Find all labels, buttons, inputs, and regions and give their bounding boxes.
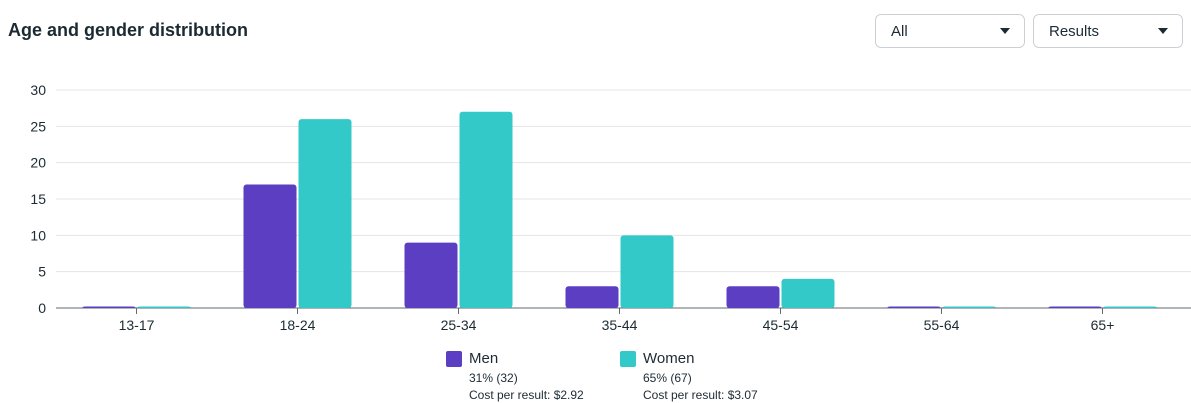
bar-women-55-64[interactable]: [942, 306, 996, 309]
legend-swatch-women: [620, 351, 636, 367]
bar-chart: 0 5 10 15 20 25 30 13-17 18-24 25-34 35-44 45-54 55…: [30, 82, 1191, 333]
caret-down-icon: [1158, 28, 1168, 34]
legend-cost-women: Cost per result: $3.07: [643, 388, 758, 402]
bar-men-45-54[interactable]: [726, 286, 780, 308]
legend-label-women: Women: [643, 350, 695, 367]
bar-women-13-17[interactable]: [137, 306, 191, 309]
bar-men-65+[interactable]: [1048, 306, 1102, 309]
x-tick-label: 18-24: [280, 317, 316, 333]
bar-men-18-24[interactable]: [243, 184, 297, 308]
bar-men-55-64[interactable]: [887, 306, 941, 309]
x-axis-ticks: 13-17 18-24 25-34 35-44 45-54 55-64 65+: [119, 308, 1115, 333]
legend-label-men: Men: [469, 350, 499, 367]
x-tick-label: 55-64: [924, 317, 960, 333]
bar-men-13-17[interactable]: [82, 306, 136, 309]
y-tick-label: 10: [30, 227, 46, 243]
bar-women-25-34[interactable]: [459, 111, 513, 308]
y-tick-label: 5: [38, 264, 46, 280]
metric-dropdown[interactable]: Results: [1033, 14, 1183, 48]
y-tick-label: 20: [30, 155, 46, 171]
filter-dropdown-value: All: [891, 22, 908, 40]
bar-women-65+[interactable]: [1103, 306, 1157, 309]
y-tick-label: 0: [38, 300, 46, 316]
legend-share-women: 65% (67): [643, 371, 692, 385]
bar-men-25-34[interactable]: [404, 242, 458, 308]
x-tick-label: 45-54: [763, 317, 799, 333]
y-tick-label: 30: [30, 82, 46, 98]
bar-men-35-44[interactable]: [565, 286, 619, 308]
caret-down-icon: [1000, 28, 1010, 34]
x-tick-label: 35-44: [602, 317, 638, 333]
y-tick-label: 25: [30, 118, 46, 134]
x-tick-label: 65+: [1091, 317, 1115, 333]
y-axis-ticks: 0 5 10 15 20 25 30: [30, 82, 46, 316]
legend-cost-men: Cost per result: $2.92: [469, 388, 584, 402]
x-tick-label: 25-34: [441, 317, 477, 333]
x-tick-label: 13-17: [119, 317, 155, 333]
chart-title: Age and gender distribution: [8, 20, 249, 40]
legend-swatch-men: [446, 351, 462, 367]
bar-women-45-54[interactable]: [781, 278, 835, 308]
filter-dropdown[interactable]: All: [875, 14, 1025, 48]
y-tick-label: 15: [30, 191, 46, 207]
bar-women-35-44[interactable]: [620, 235, 674, 308]
bar-women-18-24[interactable]: [298, 119, 352, 308]
metric-dropdown-value: Results: [1049, 22, 1100, 40]
legend-share-men: 31% (32): [469, 371, 518, 385]
bars: [82, 111, 1157, 309]
